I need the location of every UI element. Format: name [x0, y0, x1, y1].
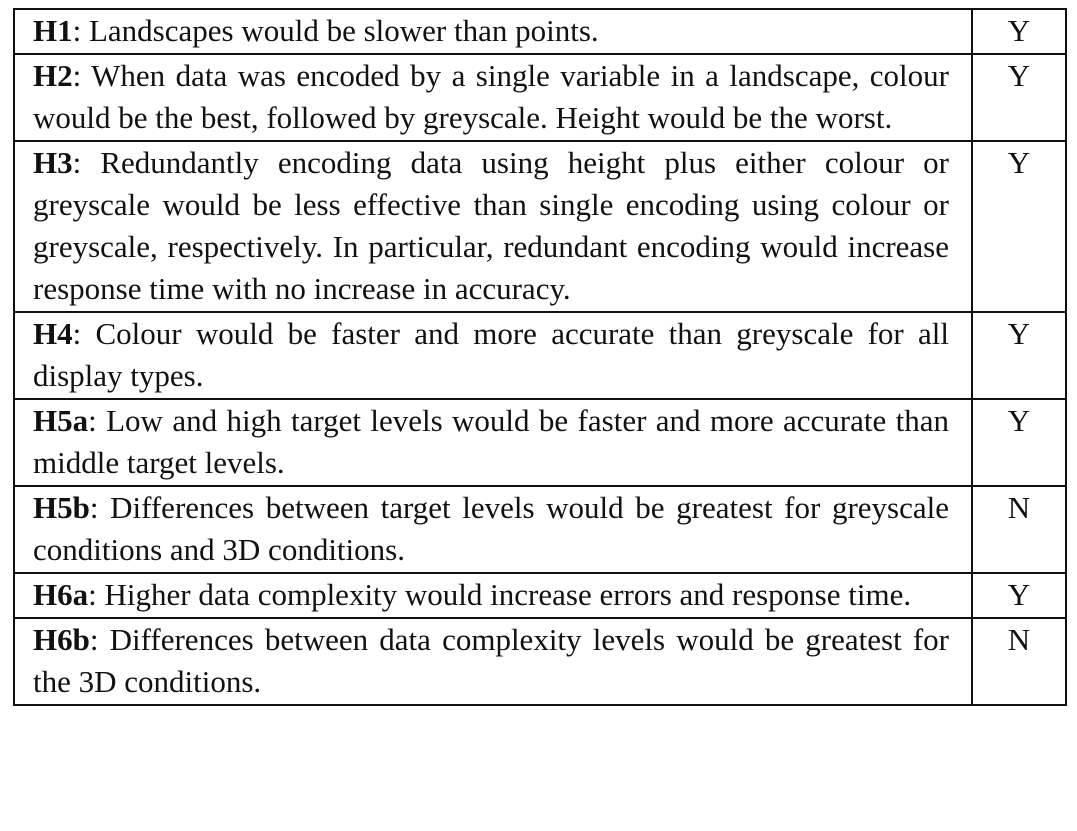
hypothesis-cell: H6b: Differences between data complexity…: [13, 617, 973, 706]
hypothesis-text: : Colour would be faster and more accura…: [33, 316, 949, 393]
hypothesis-id: H6a: [33, 577, 89, 612]
hypotheses-table: H1: Landscapes would be slower than poin…: [13, 8, 1067, 706]
result-cell: Y: [971, 8, 1067, 55]
result-cell: Y: [971, 311, 1067, 400]
result-cell: N: [971, 485, 1067, 574]
hypothesis-text: : When data was encoded by a single vari…: [33, 58, 949, 135]
hypothesis-id: H6b: [33, 622, 90, 657]
table-row: H2: When data was encoded by a single va…: [13, 53, 1067, 142]
table-row: H1: Landscapes would be slower than poin…: [13, 8, 1067, 55]
table-row: H6b: Differences between data complexity…: [13, 617, 1067, 706]
table-row: H5b: Differences between target levels w…: [13, 485, 1067, 574]
result-cell: Y: [971, 53, 1067, 142]
hypothesis-cell: H6a: Higher data complexity would increa…: [13, 572, 973, 619]
table-row: H5a: Low and high target levels would be…: [13, 398, 1067, 487]
result-cell: Y: [971, 140, 1067, 313]
table-row: H4: Colour would be faster and more accu…: [13, 311, 1067, 400]
result-cell: Y: [971, 572, 1067, 619]
hypothesis-text: : Redundantly encoding data using height…: [33, 145, 949, 306]
hypothesis-cell: H4: Colour would be faster and more accu…: [13, 311, 973, 400]
hypothesis-id: H3: [33, 145, 73, 180]
hypothesis-text: : Higher data complexity would increase …: [88, 577, 912, 612]
hypothesis-id: H5b: [33, 490, 90, 525]
hypothesis-id: H5a: [33, 403, 89, 438]
hypothesis-text: : Differences between data complexity le…: [33, 622, 949, 699]
result-cell: N: [971, 617, 1067, 706]
hypothesis-cell: H3: Redundantly encoding data using heig…: [13, 140, 973, 313]
hypothesis-cell: H2: When data was encoded by a single va…: [13, 53, 973, 142]
hypothesis-cell: H5a: Low and high target levels would be…: [13, 398, 973, 487]
hypothesis-id: H2: [33, 58, 73, 93]
hypothesis-text: : Low and high target levels would be fa…: [33, 403, 949, 480]
hypothesis-cell: H1: Landscapes would be slower than poin…: [13, 8, 973, 55]
table-row: H3: Redundantly encoding data using heig…: [13, 140, 1067, 313]
hypothesis-id: H4: [33, 316, 73, 351]
result-cell: Y: [971, 398, 1067, 487]
hypothesis-cell: H5b: Differences between target levels w…: [13, 485, 973, 574]
hypothesis-text: : Landscapes would be slower than points…: [72, 13, 599, 48]
hypothesis-id: H1: [33, 13, 73, 48]
table-row: H6a: Higher data complexity would increa…: [13, 572, 1067, 619]
hypothesis-text: : Differences between target levels woul…: [33, 490, 949, 567]
